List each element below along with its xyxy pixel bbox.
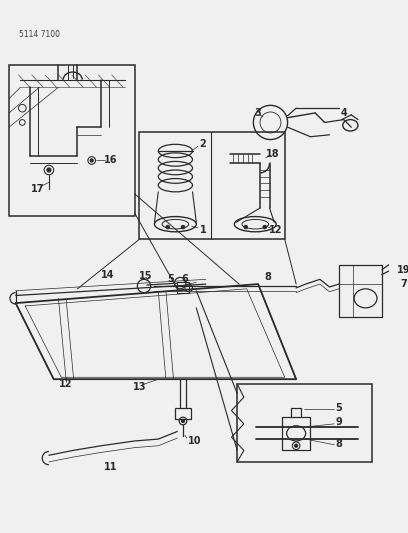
Text: 8: 8: [264, 272, 271, 282]
Circle shape: [166, 225, 170, 229]
Text: 18: 18: [266, 149, 279, 159]
Text: 11: 11: [104, 462, 118, 472]
Text: 12: 12: [59, 379, 73, 389]
Text: 13: 13: [133, 382, 146, 392]
Circle shape: [47, 168, 51, 172]
Text: 4: 4: [340, 108, 347, 118]
Text: 5: 5: [335, 403, 342, 413]
Bar: [237, 384, 372, 462]
Circle shape: [181, 225, 185, 229]
Text: 2: 2: [200, 139, 206, 149]
Text: 3: 3: [255, 108, 262, 118]
Circle shape: [295, 445, 297, 447]
Text: 10: 10: [188, 436, 201, 446]
Text: 15: 15: [139, 271, 153, 280]
Text: 5114 7100: 5114 7100: [18, 30, 60, 39]
Bar: [177, 282, 189, 293]
Text: 17: 17: [31, 184, 44, 194]
Text: 8: 8: [335, 439, 342, 449]
Text: 12: 12: [268, 225, 282, 235]
Bar: [139, 132, 285, 239]
Bar: [175, 408, 191, 419]
Bar: [339, 265, 382, 317]
Text: 14: 14: [101, 270, 115, 280]
Circle shape: [244, 225, 248, 229]
Text: 9: 9: [335, 417, 342, 427]
Text: 16: 16: [104, 156, 118, 165]
Bar: [282, 417, 310, 450]
Circle shape: [182, 419, 184, 423]
Circle shape: [263, 225, 267, 229]
Circle shape: [90, 159, 93, 162]
Text: 5: 5: [167, 274, 174, 284]
Text: 1: 1: [200, 225, 206, 235]
Text: 19: 19: [397, 265, 408, 275]
Bar: [9, 66, 135, 216]
Text: 6: 6: [182, 274, 188, 284]
Text: 7: 7: [400, 279, 407, 289]
